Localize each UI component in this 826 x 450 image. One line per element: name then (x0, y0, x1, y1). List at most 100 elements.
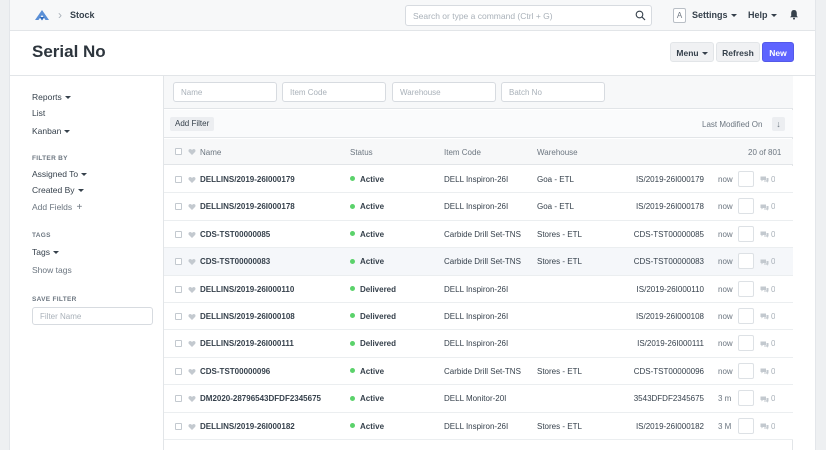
status-dot-icon (350, 231, 355, 237)
row-checkbox[interactable] (175, 367, 182, 375)
menu-button[interactable]: Menu (670, 42, 714, 62)
row-avatar-placeholder (738, 335, 754, 352)
row-name-link[interactable]: DELLINS/2019-26I000110 (200, 284, 295, 294)
sort-icon[interactable]: ↓ (772, 117, 785, 131)
sidebar-item-list[interactable]: List (32, 108, 46, 118)
select-all-checkbox[interactable] (175, 148, 182, 155)
batch-no-filter-input[interactable]: Batch No (501, 82, 605, 102)
row-comment-count: 0 (760, 230, 775, 239)
settings-menu[interactable]: Settings (692, 10, 737, 20)
item-code-filter-input[interactable]: Item Code (282, 82, 386, 102)
heart-icon[interactable] (188, 395, 196, 403)
column-header-item-code[interactable]: Item Code (444, 148, 481, 157)
heart-icon[interactable] (188, 231, 196, 239)
filter-name-placeholder: Filter Name (40, 312, 82, 321)
status-label: Active (360, 257, 385, 267)
sidebar-item-reports[interactable]: Reports (32, 92, 71, 102)
new-button[interactable]: New (762, 42, 794, 62)
row-name-link[interactable]: DELLINS/2019-26I000111 (200, 339, 294, 349)
warehouse-filter-input[interactable]: Warehouse (392, 82, 496, 102)
chevron-down-icon (77, 189, 84, 193)
heart-icon[interactable] (188, 340, 196, 348)
filter-by-heading: FILTER BY (32, 155, 68, 162)
status-indicator: Delivered (350, 285, 396, 294)
show-tags-link[interactable]: Show tags (32, 265, 72, 275)
comment-icon (760, 313, 769, 321)
row-serial-no: IS/2019-26I000108 (635, 312, 704, 321)
row-name-link[interactable]: CDS-TST00000096 (200, 366, 271, 376)
table-row[interactable]: DELLINS/2019-26I000108 Delivered DELL Insp… (164, 303, 793, 331)
row-item-code: Carbide Drill Set-TNS (444, 257, 521, 267)
row-checkbox[interactable] (175, 230, 182, 238)
heart-icon[interactable] (188, 148, 196, 156)
row-checkbox[interactable] (175, 258, 182, 266)
sort-selector[interactable]: Last Modified On (702, 120, 763, 129)
comment-icon (760, 176, 769, 184)
row-warehouse: Stores - ETL (537, 257, 582, 267)
avatar[interactable]: A (673, 8, 686, 23)
column-header-name[interactable]: Name (200, 148, 222, 157)
row-checkbox[interactable] (175, 340, 182, 348)
search-icon[interactable] (635, 10, 646, 21)
heart-icon[interactable] (188, 423, 196, 431)
row-serial-no: IS/2019-26I000111 (637, 339, 704, 349)
heart-icon[interactable] (188, 176, 196, 184)
table-row[interactable]: DM2020-28796543DFDF2345675 Active DELL Mon… (164, 385, 793, 413)
row-item-code: DELL Inspiron-26I (444, 175, 509, 184)
filter-name-input[interactable]: Filter Name (32, 307, 153, 325)
table-row[interactable]: CDS-TST00000085 Active Carbide Drill Set-T… (164, 220, 793, 249)
breadcrumb[interactable]: Stock (70, 10, 95, 20)
table-row[interactable]: CDS-TST00000083 Active Carbide Drill Set-T… (164, 248, 793, 276)
heart-icon[interactable] (188, 203, 196, 211)
comment-count-value: 0 (771, 339, 776, 349)
status-indicator: Delivered (350, 312, 396, 321)
add-filter-button[interactable]: Add Filter (170, 117, 215, 131)
heart-icon[interactable] (188, 258, 196, 266)
heart-icon[interactable] (188, 368, 196, 376)
help-label: Help (748, 10, 768, 20)
sidebar-item-label: Reports (32, 92, 62, 102)
sidebar-filter-assigned-to[interactable]: Assigned To (32, 169, 88, 179)
row-checkbox[interactable] (175, 395, 182, 403)
sidebar-add-fields[interactable]: Add Fields + (32, 202, 82, 213)
table-row[interactable]: DELLINS/2019-26I000179 Active DELL Inspiro… (164, 166, 793, 194)
row-checkbox[interactable] (175, 203, 182, 211)
row-checkbox[interactable] (175, 176, 182, 183)
search-input[interactable]: Search or type a command (Ctrl + G) (405, 5, 652, 26)
table-row[interactable]: DELLINS/2019-26I000110 Delivered DELL Insp… (164, 275, 793, 303)
logo-icon[interactable] (34, 9, 50, 22)
row-checkbox[interactable] (175, 313, 182, 320)
table-row[interactable]: DELLINS/2019-26I000111 Delivered DELL Insp… (164, 330, 793, 358)
row-name-link[interactable]: CDS-TST00000085 (200, 229, 271, 239)
chevron-down-icon (770, 14, 777, 18)
row-serial-no: CDS-TST00000085 (633, 229, 704, 239)
sidebar-filter-created-by[interactable]: Created By (32, 185, 84, 195)
column-header-warehouse[interactable]: Warehouse (537, 148, 578, 157)
help-menu[interactable]: Help (748, 10, 777, 20)
row-warehouse: Goa - ETL (537, 202, 574, 212)
bell-icon[interactable] (789, 9, 799, 20)
row-name-link[interactable]: DELLINS/2019-26I000179 (200, 175, 295, 184)
table-row[interactable]: DELLINS/2019-26I000178 Active DELL Inspiro… (164, 193, 793, 221)
status-label: Active (360, 394, 385, 404)
refresh-button[interactable]: Refresh (716, 42, 760, 62)
row-name-link[interactable]: CDS-TST00000083 (200, 257, 271, 267)
sidebar-item-label: Assigned To (32, 169, 79, 179)
sidebar-item-label: Tags (32, 247, 50, 257)
name-filter-input[interactable]: Name (173, 82, 277, 102)
sidebar-item-kanban[interactable]: Kanban (32, 126, 71, 136)
sidebar-tags[interactable]: Tags (32, 247, 59, 257)
row-name-link[interactable]: DM2020-28796543DFDF2345675 (200, 394, 321, 404)
row-name-link[interactable]: DELLINS/2019-26I000178 (200, 202, 295, 212)
column-header-status[interactable]: Status (350, 148, 373, 157)
heart-icon[interactable] (188, 286, 196, 294)
row-checkbox[interactable] (175, 422, 182, 430)
table-row[interactable]: CDS-TST00000096 Active Carbide Drill Set-T… (164, 357, 793, 386)
heart-icon[interactable] (188, 313, 196, 321)
row-avatar-placeholder (738, 225, 754, 242)
status-label: Active (360, 366, 385, 376)
table-row[interactable]: DELLINS/2019-26I000182 Active DELL Inspiro… (164, 412, 793, 440)
row-name-link[interactable]: DELLINS/2019-26I000182 (200, 421, 295, 431)
row-name-link[interactable]: DELLINS/2019-26I000108 (200, 312, 295, 321)
row-checkbox[interactable] (175, 285, 182, 293)
